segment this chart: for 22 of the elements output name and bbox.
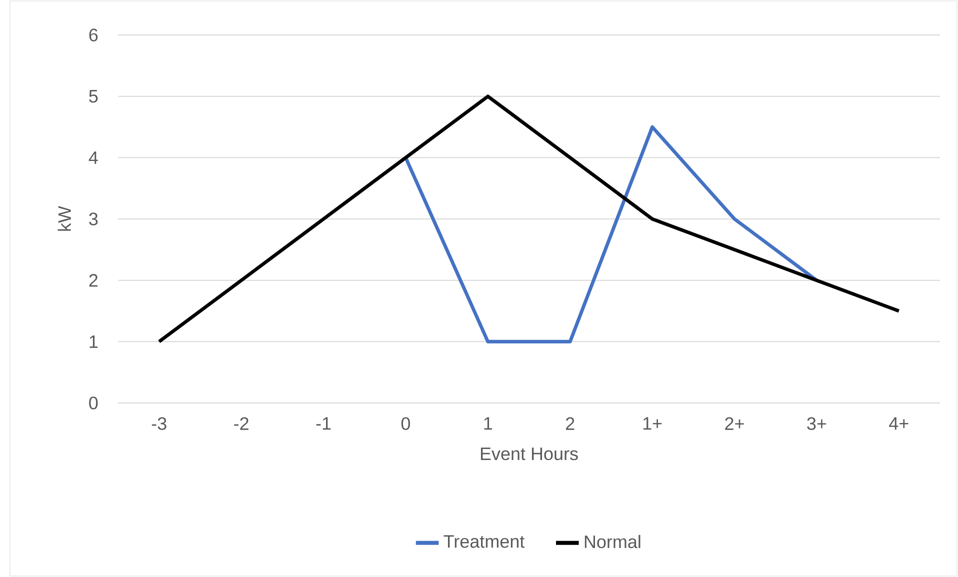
y-axis-title: kW (58, 206, 71, 231)
x-tick-label: 2+ (725, 417, 744, 430)
y-tick-label: 4 (88, 151, 98, 164)
x-tick-label: 2 (566, 417, 574, 430)
x-tick-label: 3+ (807, 417, 826, 430)
y-tick-label: 0 (89, 396, 98, 410)
legend-label: Treatment (444, 535, 525, 548)
y-tick-label: 3 (89, 212, 98, 226)
x-tick-label: 1+ (643, 417, 662, 430)
x-tick-label: -1 (316, 417, 331, 430)
y-tick-label: 6 (89, 28, 98, 42)
legend-label: Normal (584, 534, 640, 548)
x-tick-label: 1 (484, 417, 492, 430)
x-tick-label: -3 (152, 417, 166, 430)
x-tick-label: 0 (401, 417, 410, 430)
x-axis-title: Event Hours (480, 448, 578, 460)
y-tick-label: 5 (89, 90, 98, 103)
x-tick-label: -2 (234, 417, 248, 430)
x-tick-label: 4+ (889, 417, 908, 430)
line-series (404, 125, 818, 344)
y-tick-label: 1 (90, 335, 98, 348)
y-tick-label: 2 (89, 274, 98, 287)
